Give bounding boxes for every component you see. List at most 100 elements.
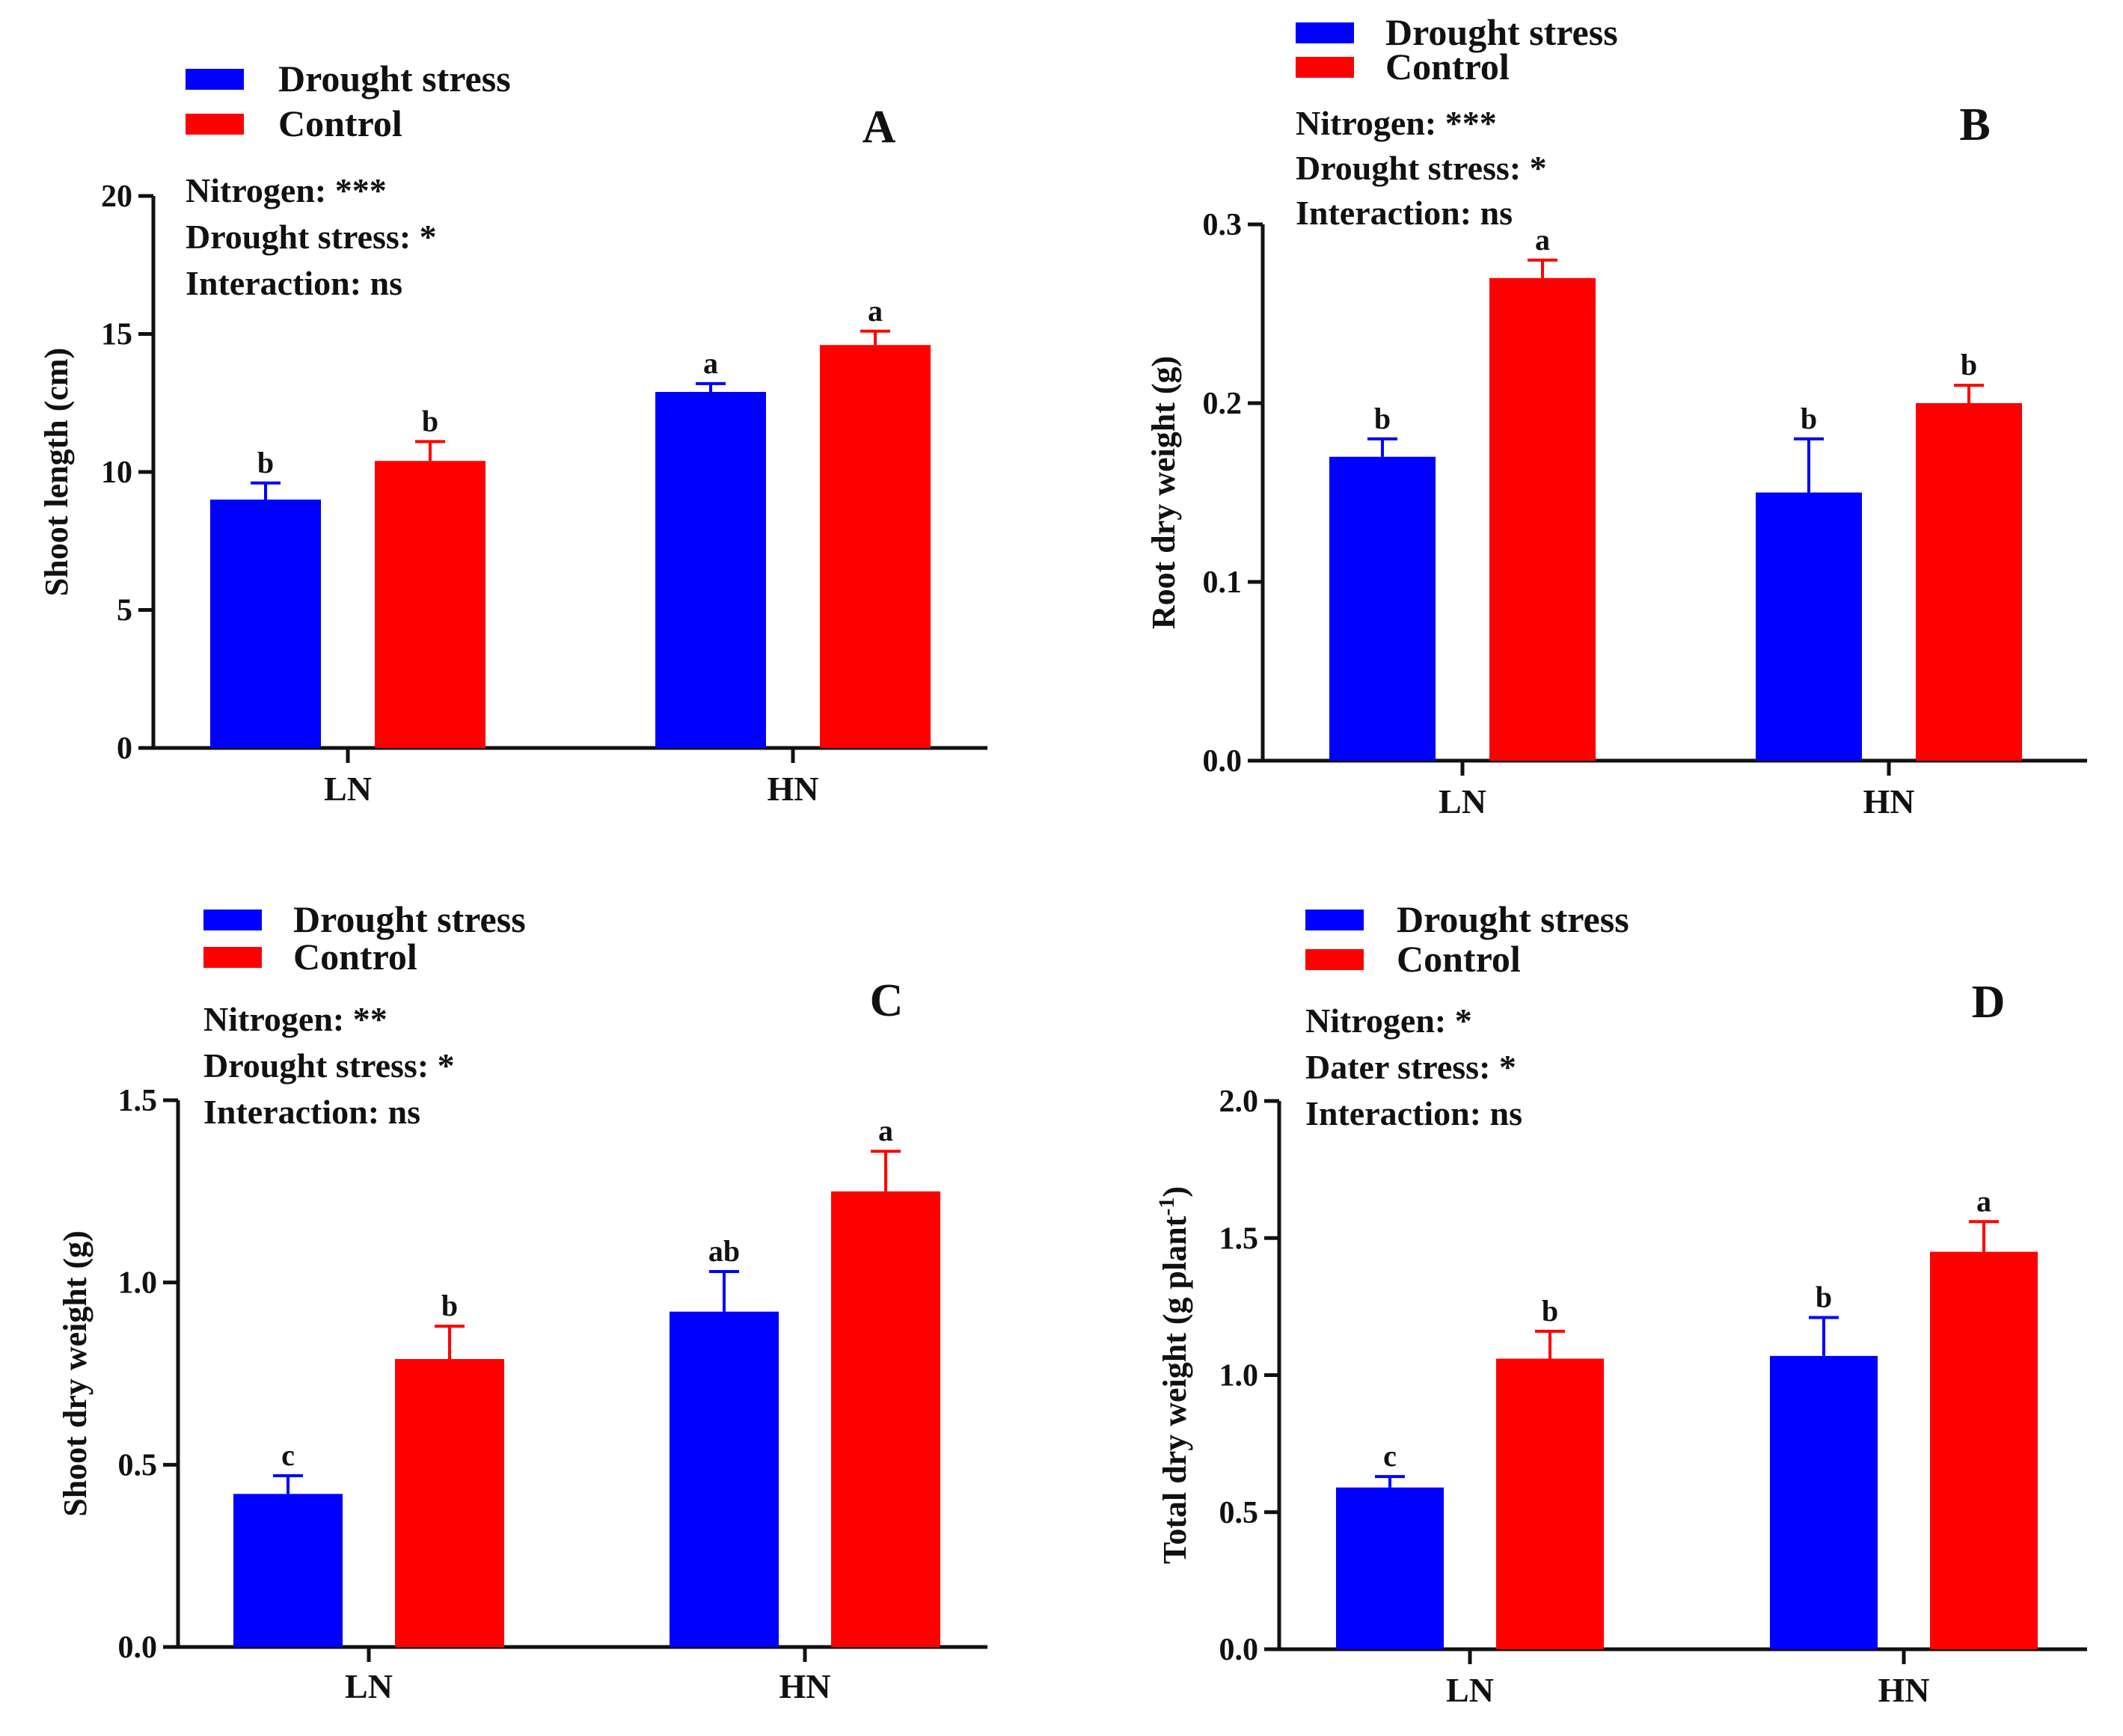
stat-annotation: Interaction: ns [203,1093,420,1131]
bar-control-hn [1930,1251,2038,1649]
y-axis-label-superscript: -1 [1154,1197,1179,1216]
x-category-label: HN [779,1667,831,1705]
panel-letter: C [870,975,904,1026]
panel-letter: A [863,102,896,153]
panel-a: 0 5 10 15 20 LN HN Shoot length (cm) b a b a Drought… [38,58,987,808]
y-axis-label-text: Shoot length (cm) [38,348,75,596]
y-tick-label: 0.1 [1203,565,1243,600]
y-axis-label-text: Shoot dry weight (g) [57,1230,94,1517]
stat-annotation: Drought stress: * [1296,149,1547,187]
significance-letter: a [878,1114,893,1147]
y-axis-label: Total dry weight (g plant-1) [1154,1186,1193,1564]
legend-label: Drought stress [293,898,526,940]
y-tick-label: 15 [101,318,132,352]
y-axis-label: Root dry weight (g) [1145,356,1182,629]
panel-c: 0.0 0.5 1.0 1.5 LN HN Shoot dry weight (g) c ab b… [57,898,987,1705]
y-tick-label: 1.0 [1219,1359,1259,1393]
x-category-label: LN [324,770,372,808]
stat-annotation: Interaction: ns [186,264,402,302]
legend-label: Drought stress [278,58,511,99]
panel-letter: B [1959,99,1990,150]
legend-swatch [1296,57,1354,78]
legend-swatch [1296,22,1354,43]
bar-control-hn [1916,403,2022,761]
stat-annotation: Nitrogen: *** [186,171,387,209]
significance-letter: b [441,1289,458,1322]
panel-letter: D [1972,977,2006,1028]
y-tick-label: 10 [101,456,132,490]
legend-label: Drought stress [1385,11,1618,53]
significance-letter: b [257,446,274,479]
bar-drought-stress-ln [210,499,321,748]
y-axis-label: Shoot length (cm) [38,348,75,596]
y-tick-label: 0.0 [1219,1633,1259,1667]
legend-swatch [203,947,262,968]
y-axis-label-text: Root dry weight (g) [1145,356,1182,629]
significance-letter: b [1542,1294,1558,1328]
significance-letter: a [703,346,718,380]
bar-drought-stress-ln [1336,1487,1444,1649]
stat-annotation: Nitrogen: ** [203,1000,387,1038]
legend-swatch [203,910,262,930]
significance-letter: b [1961,348,1977,381]
y-axis-label: Shoot dry weight (g) [57,1230,94,1517]
significance-letter: a [868,294,883,328]
bar-control-hn [831,1191,940,1647]
legend-swatch [186,69,244,90]
significance-letter: c [281,1438,295,1472]
bar-control-hn [820,345,931,748]
significance-letter: b [422,404,438,438]
legend-label: Drought stress [1397,898,1629,940]
stat-annotation: Nitrogen: * [1305,1002,1472,1040]
bar-drought-stress-ln [233,1494,343,1647]
stat-annotation: Interaction: ns [1305,1094,1522,1132]
bar-drought-stress-hn [1756,492,1862,761]
significance-letter: ab [708,1234,740,1268]
y-tick-label: 0.5 [1219,1496,1259,1530]
legend-label: Control [1397,938,1521,980]
significance-letter: a [1976,1184,1991,1218]
y-tick-label: 0.0 [1203,744,1243,779]
legend-swatch [1305,910,1364,930]
legend-swatch [1305,949,1364,970]
y-axis-label-text: Total dry weight (g plant [1157,1215,1193,1564]
y-tick-label: 0.0 [118,1631,158,1665]
legend-label: Control [293,936,417,978]
y-tick-label: 0.2 [1203,387,1243,421]
significance-letter: a [1535,223,1550,257]
x-category-label: HN [768,770,819,808]
panel-d: 0.0 0.5 1.0 1.5 2.0 LN HN Total dry weight (g p… [1154,898,2087,1709]
significance-letter: b [1816,1280,1832,1314]
stat-annotation: Dater stress: * [1305,1048,1516,1086]
significance-letter: c [1383,1439,1397,1473]
y-tick-label: 2.0 [1219,1085,1259,1119]
bar-drought-stress-hn [670,1311,779,1647]
x-category-label: HN [1878,1671,1930,1709]
y-tick-label: 1.0 [118,1266,158,1301]
y-tick-label: 5 [117,594,132,628]
x-category-label: LN [1446,1671,1494,1709]
y-tick-label: 0 [117,731,132,766]
stat-annotation: Nitrogen: *** [1296,104,1497,142]
y-tick-label: 0.5 [118,1448,158,1482]
legend-label: Control [278,102,402,144]
bar-drought-stress-hn [1770,1355,1878,1649]
bar-drought-stress-ln [1329,456,1436,761]
y-tick-label: 0.3 [1203,208,1243,242]
stat-annotation: Drought stress: * [186,218,437,256]
x-category-label: LN [345,1667,393,1705]
x-category-label: LN [1439,782,1486,821]
bar-control-ln [375,461,485,748]
stat-annotation: Drought stress: * [203,1046,455,1085]
x-category-label: HN [1863,782,1915,821]
bar-control-ln [395,1359,504,1647]
significance-letter: b [1801,402,1817,435]
y-tick-label: 1.5 [1219,1221,1259,1256]
bar-control-ln [1496,1358,1604,1649]
bar-control-ln [1489,277,1596,761]
y-axis-label-tail: ) [1157,1186,1193,1197]
stat-annotation: Interaction: ns [1296,194,1513,232]
legend-swatch [186,114,244,135]
bar-drought-stress-hn [655,391,766,748]
